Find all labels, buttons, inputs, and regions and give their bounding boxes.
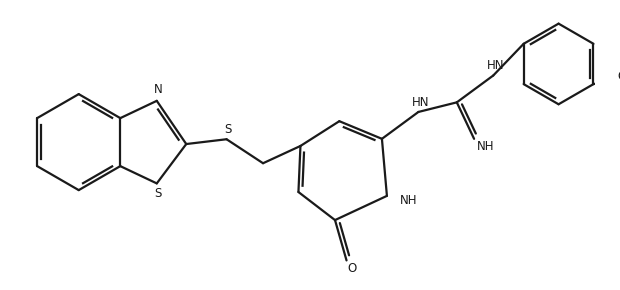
Text: N: N [154, 83, 163, 96]
Text: S: S [154, 186, 161, 200]
Text: S: S [224, 123, 231, 136]
Text: NH: NH [401, 194, 418, 207]
Text: O: O [618, 70, 620, 83]
Text: HN: HN [412, 96, 429, 109]
Text: O: O [348, 262, 357, 275]
Text: HN: HN [487, 59, 504, 72]
Text: NH: NH [477, 140, 494, 153]
